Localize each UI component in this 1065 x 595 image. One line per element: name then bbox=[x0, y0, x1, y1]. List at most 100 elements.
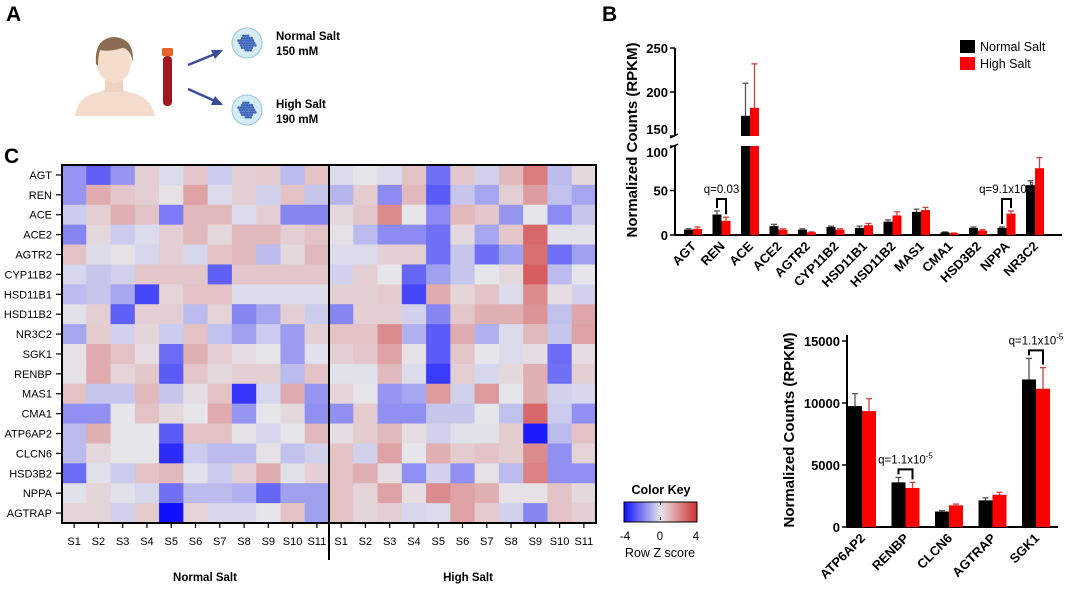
cell-dot bbox=[245, 108, 249, 112]
cell-dot bbox=[240, 41, 244, 45]
heatmap-cell bbox=[231, 503, 257, 524]
cell-dot bbox=[249, 44, 252, 47]
bar bbox=[835, 229, 845, 235]
heatmap-cell bbox=[183, 463, 209, 484]
heatmap-cell bbox=[474, 463, 500, 484]
heatmap-cell bbox=[498, 244, 524, 265]
heatmap-cell bbox=[329, 324, 354, 345]
heatmap-cell bbox=[62, 304, 87, 325]
heatmap-cell bbox=[450, 284, 476, 305]
heatmap-cell bbox=[110, 204, 136, 226]
heatmap-cell bbox=[329, 483, 354, 504]
legend: Normal Salt High Salt bbox=[960, 40, 1046, 71]
row-label: RENBP bbox=[14, 369, 52, 381]
y-tick-label: 250 bbox=[646, 41, 668, 56]
y-tick-label: 100 bbox=[646, 145, 668, 160]
heatmap-cell bbox=[280, 304, 306, 325]
heatmap-cell bbox=[450, 165, 476, 186]
heatmap-cell bbox=[547, 204, 573, 226]
heatmap-cell bbox=[474, 184, 500, 206]
heatmap-cell bbox=[280, 363, 306, 385]
heatmap-cell bbox=[62, 224, 87, 246]
heatmap-cell bbox=[353, 204, 379, 226]
cell-dot bbox=[251, 106, 255, 109]
heatmap-cell bbox=[110, 304, 136, 325]
heatmap-cell bbox=[377, 304, 403, 325]
y-tick-label: 150 bbox=[646, 122, 668, 137]
heatmap-cell bbox=[474, 483, 500, 504]
heatmap-cell bbox=[523, 244, 548, 265]
row-label: ATP6AP2 bbox=[5, 429, 53, 441]
bar bbox=[769, 226, 779, 235]
heatmap-cell bbox=[231, 264, 257, 285]
heatmap-cell bbox=[426, 423, 451, 444]
heatmap-cell bbox=[280, 383, 306, 405]
heatmap-cell bbox=[571, 304, 597, 325]
bar bbox=[778, 229, 788, 235]
heatmap-cell bbox=[523, 204, 548, 226]
heatmap-cell bbox=[450, 443, 476, 464]
heatmap-cell bbox=[498, 204, 524, 226]
heatmap-cell bbox=[377, 344, 403, 365]
heatmap-cell bbox=[183, 204, 209, 226]
heatmap-cell bbox=[280, 463, 306, 484]
row-label: HSD3B2 bbox=[9, 468, 52, 480]
heatmap-cell bbox=[547, 264, 573, 285]
heatmap-cell bbox=[547, 165, 573, 186]
cell-dot bbox=[250, 46, 254, 50]
bar bbox=[855, 227, 864, 235]
heatmap-cell bbox=[523, 344, 548, 365]
heatmap-cell bbox=[183, 324, 209, 345]
heatmap-cell bbox=[256, 324, 281, 345]
heatmap-cell bbox=[426, 383, 451, 405]
heatmap-cell bbox=[304, 324, 330, 345]
heatmap-cell bbox=[377, 264, 403, 285]
heatmap-cell bbox=[474, 224, 500, 246]
cell-dot bbox=[242, 39, 245, 42]
culture-dish-icon bbox=[231, 94, 263, 126]
heatmap-cell bbox=[401, 344, 427, 365]
heatmap-cell bbox=[571, 224, 597, 246]
heatmap-cell bbox=[207, 443, 233, 464]
bar bbox=[712, 214, 722, 235]
heatmap-cell bbox=[86, 363, 112, 385]
q-value-annotation: q=0.03 bbox=[704, 184, 740, 196]
heatmap-cell bbox=[401, 204, 427, 226]
heatmap-cell bbox=[231, 363, 257, 385]
heatmap-cell bbox=[86, 244, 112, 265]
heatmap-cell bbox=[353, 304, 379, 325]
heatmap-cell bbox=[329, 344, 354, 365]
heatmap-cell bbox=[231, 204, 257, 226]
heatmap-cell bbox=[498, 363, 524, 385]
heatmap-cell bbox=[353, 224, 379, 246]
heatmap-cell bbox=[159, 284, 184, 305]
y-tick-label: 0 bbox=[833, 520, 840, 535]
column-label: S5 bbox=[164, 536, 177, 548]
cell-dot bbox=[243, 46, 246, 50]
heatmap-cell bbox=[547, 503, 573, 524]
cell-dot bbox=[246, 39, 250, 42]
panel-label-b: B bbox=[602, 3, 617, 26]
heatmap-cell bbox=[110, 423, 136, 444]
heatmap-cell bbox=[474, 344, 500, 365]
color-key-title: Color Key bbox=[631, 483, 690, 497]
heatmap-cell bbox=[474, 304, 500, 325]
legend-swatch-normal bbox=[960, 40, 975, 53]
heatmap-cell bbox=[86, 383, 112, 405]
heatmap-cell bbox=[280, 443, 306, 464]
heatmap-cell bbox=[159, 483, 184, 504]
cell-dot bbox=[239, 39, 243, 42]
heatmap-cell bbox=[134, 324, 160, 345]
column-label: S8 bbox=[504, 536, 517, 548]
heatmap-cell bbox=[207, 423, 233, 444]
heatmap-cell bbox=[353, 344, 379, 365]
x-tick-label: MAS1 bbox=[891, 239, 927, 275]
heatmap-cell bbox=[207, 184, 233, 206]
heatmap-cell bbox=[377, 184, 403, 206]
heatmap-cell bbox=[547, 423, 573, 444]
heatmap-cell bbox=[62, 443, 87, 464]
heatmap-cell bbox=[231, 324, 257, 345]
x-tick-label: AGT bbox=[669, 238, 699, 268]
x-tick-label: RENBP bbox=[869, 530, 912, 573]
